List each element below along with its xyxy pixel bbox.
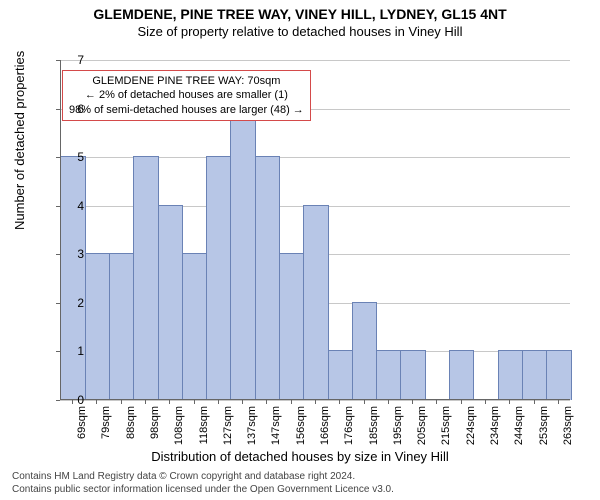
x-tick-label: 69sqm [76,406,88,439]
x-tick-mark [534,400,535,404]
footer-attribution: Contains HM Land Registry data © Crown c… [12,470,394,496]
x-tick-mark [485,400,486,404]
y-tick-label: 7 [77,53,84,67]
x-tick-mark [364,400,365,404]
bar [230,108,255,400]
x-tick-label: 79sqm [100,406,112,439]
x-tick-mark [461,400,462,404]
x-tick-mark [436,400,437,404]
y-tick-label: 4 [77,199,84,213]
x-tick-mark [558,400,559,404]
x-tick-mark [121,400,122,404]
x-tick-mark [339,400,340,404]
bar [85,253,110,400]
chart-container: GLEMDENE, PINE TREE WAY, VINEY HILL, LYD… [0,0,600,500]
x-tick-label: 263sqm [562,406,574,445]
bar [449,350,474,400]
x-tick-mark [291,400,292,404]
x-tick-mark [509,400,510,404]
y-tick-mark [56,400,60,401]
x-tick-label: 195sqm [392,406,404,445]
x-tick-label: 176sqm [343,406,355,445]
page-subtitle: Size of property relative to detached ho… [0,22,600,39]
bar [498,350,523,400]
x-tick-mark [72,400,73,404]
bar [328,350,353,400]
x-tick-label: 98sqm [149,406,161,439]
x-axis-line [60,399,570,400]
gridline [60,60,570,61]
bar [376,350,401,400]
x-tick-mark [412,400,413,404]
x-tick-label: 137sqm [246,406,258,445]
bar [279,253,304,400]
y-axis-label: Number of detached properties [12,51,27,230]
footer-line: Contains HM Land Registry data © Crown c… [12,470,394,483]
bar [303,205,328,400]
y-axis-line [60,60,61,400]
y-tick-label: 5 [77,150,84,164]
bar [206,156,231,400]
x-tick-mark [169,400,170,404]
bar [522,350,547,400]
x-tick-mark [242,400,243,404]
y-tick-label: 1 [77,344,84,358]
x-tick-mark [96,400,97,404]
x-tick-label: 156sqm [295,406,307,445]
x-tick-label: 108sqm [173,406,185,445]
annotation-line: ← 2% of detached houses are smaller (1) [69,88,304,102]
bar [109,253,134,400]
footer-line: Contains public sector information licen… [12,483,394,496]
x-tick-label: 234sqm [489,406,501,445]
x-tick-label: 215sqm [440,406,452,445]
x-tick-label: 244sqm [513,406,525,445]
bar [60,156,85,400]
page-title: GLEMDENE, PINE TREE WAY, VINEY HILL, LYD… [0,0,600,22]
bar [182,253,207,400]
x-tick-label: 118sqm [198,406,210,444]
x-tick-label: 147sqm [270,406,282,445]
x-tick-label: 205sqm [416,406,428,445]
x-tick-label: 127sqm [222,406,234,445]
x-tick-label: 166sqm [319,406,331,445]
bar [546,350,571,400]
x-tick-mark [266,400,267,404]
y-tick-label: 0 [77,393,84,407]
bar [352,302,377,400]
x-axis-label: Distribution of detached houses by size … [0,449,600,464]
x-tick-label: 224sqm [465,406,477,445]
annotation-line: 98% of semi-detached houses are larger (… [69,103,304,117]
x-tick-label: 185sqm [368,406,380,445]
x-tick-mark [194,400,195,404]
x-tick-mark [388,400,389,404]
y-tick-label: 2 [77,296,84,310]
bar [158,205,183,400]
y-tick-label: 6 [77,102,84,116]
annotation-line: GLEMDENE PINE TREE WAY: 70sqm [69,74,304,88]
bar [255,156,280,400]
bar [400,350,425,400]
x-tick-mark [315,400,316,404]
annotation-box: GLEMDENE PINE TREE WAY: 70sqm ← 2% of de… [62,70,311,121]
x-tick-mark [218,400,219,404]
x-tick-mark [145,400,146,404]
x-tick-label: 253sqm [538,406,550,445]
y-tick-label: 3 [77,247,84,261]
bar [133,156,158,400]
x-tick-label: 88sqm [125,406,137,439]
